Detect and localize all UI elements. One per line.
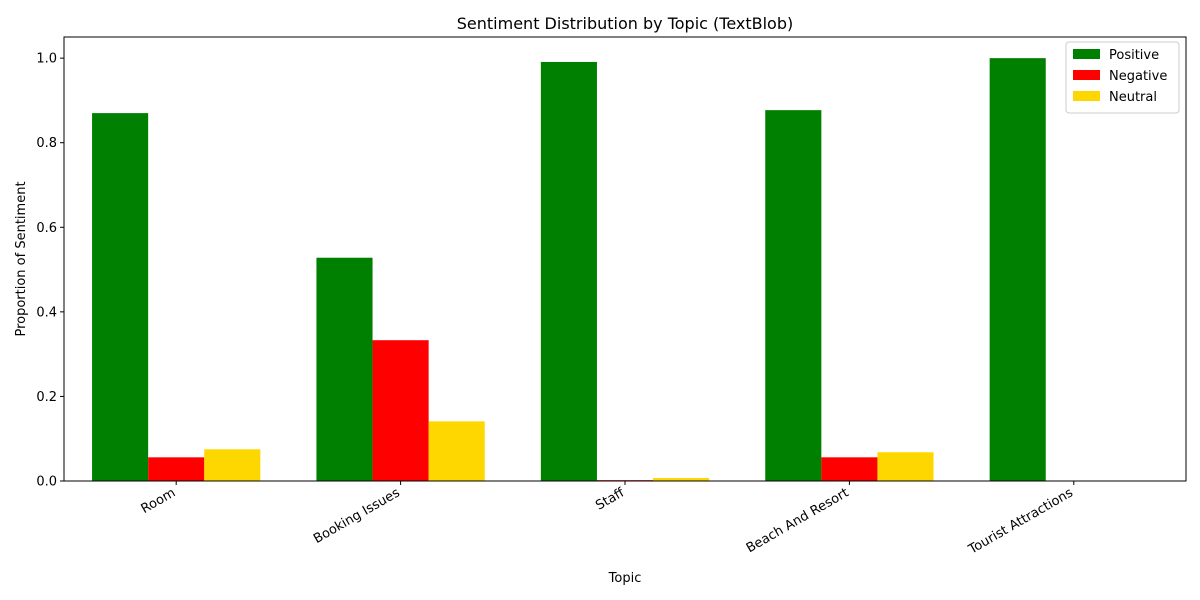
y-tick-label: 1.0 [36, 52, 57, 67]
y-tick-label: 0.0 [36, 475, 57, 490]
bar-positive [316, 257, 373, 481]
legend-label-negative: Negative [1109, 69, 1167, 84]
legend-label-neutral: Neutral [1109, 90, 1157, 105]
y-tick-label: 0.2 [36, 390, 57, 405]
x-axis-label: Topic [608, 571, 642, 586]
x-tick-label: Staff [593, 485, 628, 514]
bar-positive [92, 113, 149, 482]
legend-swatch-neutral [1073, 91, 1100, 101]
x-axis: Room Booking Issues Staff Beach And Resort T… [139, 481, 1076, 558]
bar-positive [540, 61, 597, 481]
legend-label-positive: Positive [1109, 48, 1159, 63]
bar-negative [372, 340, 429, 481]
bars-group [92, 58, 1046, 482]
bar-positive [989, 58, 1046, 481]
legend: Positive Negative Neutral [1065, 41, 1180, 114]
x-tick-label: Room [139, 485, 179, 517]
bar-neutral [204, 449, 261, 481]
bar-neutral [428, 421, 485, 481]
x-tick-label: Booking Issues [311, 485, 403, 547]
x-tick-label: Beach And Resort [744, 485, 852, 556]
bar-neutral [877, 452, 934, 481]
plot-frame [63, 36, 1187, 482]
y-tick-label: 0.4 [36, 305, 57, 320]
y-axis-label: Proportion of Sentiment [14, 181, 29, 336]
bar-positive [765, 110, 822, 482]
legend-swatch-positive [1073, 49, 1100, 59]
bar-negative [821, 457, 878, 481]
bar-negative [148, 457, 205, 481]
x-tick-label: Tourist Attractions [965, 485, 1076, 558]
y-axis: 0.0 0.2 0.4 0.6 0.8 1.0 [36, 52, 64, 490]
y-tick-label: 0.8 [36, 136, 57, 151]
chart-title: Sentiment Distribution by Topic (TextBlo… [457, 14, 793, 33]
y-tick-label: 0.6 [36, 221, 57, 236]
bar-neutral [653, 478, 710, 481]
legend-swatch-negative [1073, 70, 1100, 80]
